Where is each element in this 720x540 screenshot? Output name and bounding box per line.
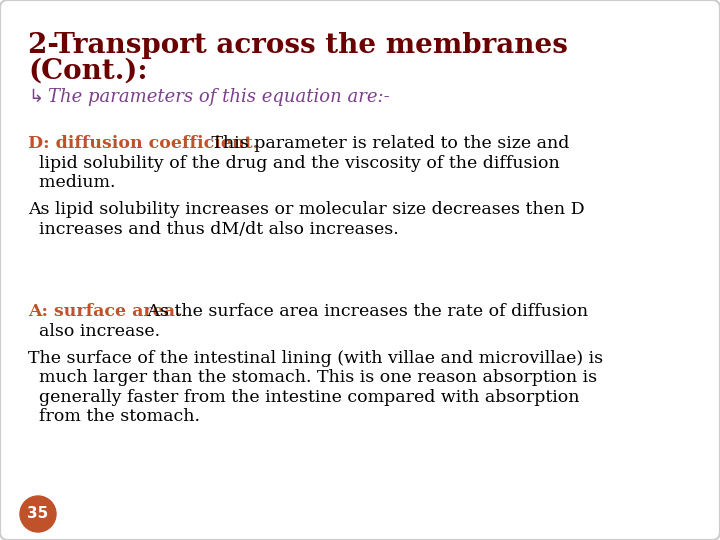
Circle shape [20, 496, 56, 532]
Text: A: surface area.: A: surface area. [28, 303, 181, 320]
Text: generally faster from the intestine compared with absorption: generally faster from the intestine comp… [28, 389, 580, 406]
Text: As lipid solubility increases or molecular size decreases then D: As lipid solubility increases or molecul… [28, 201, 585, 218]
Text: much larger than the stomach. This is one reason absorption is: much larger than the stomach. This is on… [28, 369, 597, 386]
Text: 35: 35 [27, 507, 49, 522]
Text: (Cont.):: (Cont.): [28, 58, 148, 85]
Text: increases and thus dM/dt also increases.: increases and thus dM/dt also increases. [28, 221, 399, 238]
Text: The parameters of this equation are:-: The parameters of this equation are:- [48, 88, 390, 106]
Text: ↳: ↳ [28, 88, 43, 106]
Text: also increase.: also increase. [28, 322, 160, 340]
Text: The surface of the intestinal lining (with villae and microvillae) is: The surface of the intestinal lining (wi… [28, 350, 603, 367]
Text: from the stomach.: from the stomach. [28, 408, 200, 426]
Text: lipid solubility of the drug and the viscosity of the diffusion: lipid solubility of the drug and the vis… [28, 154, 559, 172]
Text: 2-Transport across the membranes: 2-Transport across the membranes [28, 32, 568, 59]
Text: D: diffusion coefficient.: D: diffusion coefficient. [28, 135, 258, 152]
Text: This parameter is related to the size and: This parameter is related to the size an… [205, 135, 569, 152]
Text: As the surface area increases the rate of diffusion: As the surface area increases the rate o… [142, 303, 588, 320]
Text: medium.: medium. [28, 174, 115, 191]
